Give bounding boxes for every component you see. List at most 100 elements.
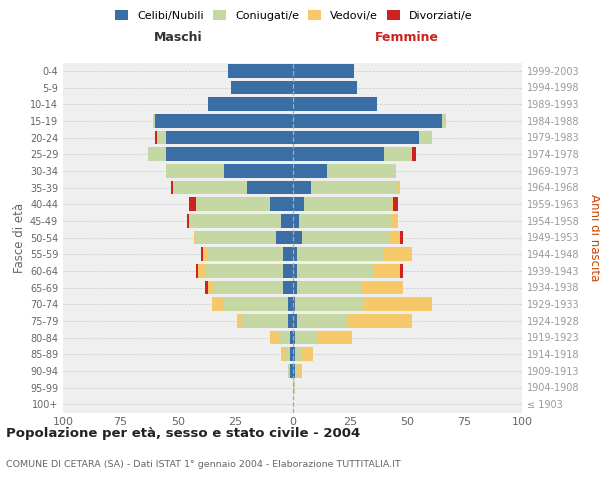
- Bar: [295, 330, 318, 344]
- Bar: [297, 280, 361, 294]
- Bar: [208, 248, 283, 261]
- Bar: [295, 364, 297, 378]
- Bar: [155, 130, 157, 144]
- Bar: [293, 364, 295, 378]
- Bar: [212, 298, 224, 311]
- Bar: [290, 330, 293, 344]
- Bar: [157, 130, 166, 144]
- Bar: [205, 264, 283, 278]
- Bar: [208, 98, 293, 111]
- Text: Popolazione per età, sesso e stato civile - 2004: Popolazione per età, sesso e stato civil…: [6, 428, 360, 440]
- Bar: [293, 130, 419, 144]
- Bar: [400, 230, 403, 244]
- Bar: [230, 80, 293, 94]
- Bar: [201, 248, 203, 261]
- Bar: [214, 280, 283, 294]
- Bar: [302, 230, 389, 244]
- Bar: [297, 248, 384, 261]
- Bar: [311, 180, 398, 194]
- Bar: [283, 248, 293, 261]
- Bar: [173, 180, 247, 194]
- Bar: [297, 264, 373, 278]
- Bar: [290, 364, 293, 378]
- Bar: [347, 314, 412, 328]
- Bar: [293, 348, 295, 361]
- Bar: [189, 214, 281, 228]
- Bar: [297, 364, 302, 378]
- Bar: [293, 114, 442, 128]
- Bar: [293, 198, 304, 211]
- Y-axis label: Fasce di età: Fasce di età: [13, 202, 26, 272]
- Bar: [293, 148, 385, 161]
- Text: Maschi: Maschi: [154, 31, 202, 44]
- Bar: [148, 148, 166, 161]
- Bar: [364, 298, 433, 311]
- Bar: [442, 114, 446, 128]
- Bar: [293, 64, 355, 78]
- Bar: [361, 280, 403, 294]
- Bar: [295, 348, 302, 361]
- Bar: [293, 248, 297, 261]
- Bar: [293, 298, 295, 311]
- Bar: [288, 298, 293, 311]
- Bar: [281, 348, 286, 361]
- Bar: [166, 130, 293, 144]
- Bar: [171, 180, 173, 194]
- Bar: [293, 164, 327, 177]
- Bar: [283, 264, 293, 278]
- Bar: [290, 348, 293, 361]
- Bar: [293, 330, 295, 344]
- Bar: [187, 214, 189, 228]
- Bar: [293, 98, 377, 111]
- Bar: [152, 114, 155, 128]
- Bar: [196, 264, 199, 278]
- Bar: [398, 180, 400, 194]
- Bar: [199, 264, 205, 278]
- Bar: [279, 330, 290, 344]
- Bar: [247, 180, 293, 194]
- Bar: [394, 198, 398, 211]
- Bar: [242, 314, 288, 328]
- Bar: [194, 230, 196, 244]
- Bar: [166, 164, 224, 177]
- Bar: [293, 180, 311, 194]
- Bar: [293, 264, 297, 278]
- Bar: [228, 64, 293, 78]
- Bar: [293, 230, 302, 244]
- Bar: [419, 130, 433, 144]
- Bar: [189, 198, 196, 211]
- Bar: [288, 314, 293, 328]
- Text: Femmine: Femmine: [375, 31, 439, 44]
- Bar: [389, 230, 400, 244]
- Bar: [283, 280, 293, 294]
- Bar: [293, 280, 297, 294]
- Bar: [277, 230, 293, 244]
- Bar: [293, 80, 357, 94]
- Bar: [302, 348, 313, 361]
- Legend: Celibi/Nubili, Coniugati/e, Vedovi/e, Divorziati/e: Celibi/Nubili, Coniugati/e, Vedovi/e, Di…: [111, 6, 477, 25]
- Bar: [166, 148, 293, 161]
- Bar: [238, 314, 242, 328]
- Bar: [391, 214, 398, 228]
- Bar: [373, 264, 400, 278]
- Y-axis label: Anni di nascita: Anni di nascita: [588, 194, 600, 281]
- Bar: [208, 280, 214, 294]
- Bar: [203, 248, 208, 261]
- Bar: [304, 198, 391, 211]
- Bar: [400, 264, 403, 278]
- Bar: [391, 198, 394, 211]
- Bar: [269, 330, 279, 344]
- Bar: [196, 198, 269, 211]
- Bar: [318, 330, 352, 344]
- Bar: [297, 314, 347, 328]
- Bar: [412, 148, 416, 161]
- Bar: [281, 214, 293, 228]
- Bar: [293, 380, 295, 394]
- Bar: [327, 164, 396, 177]
- Bar: [269, 198, 293, 211]
- Bar: [286, 348, 290, 361]
- Bar: [385, 248, 412, 261]
- Bar: [205, 280, 208, 294]
- Bar: [224, 298, 288, 311]
- Bar: [288, 364, 290, 378]
